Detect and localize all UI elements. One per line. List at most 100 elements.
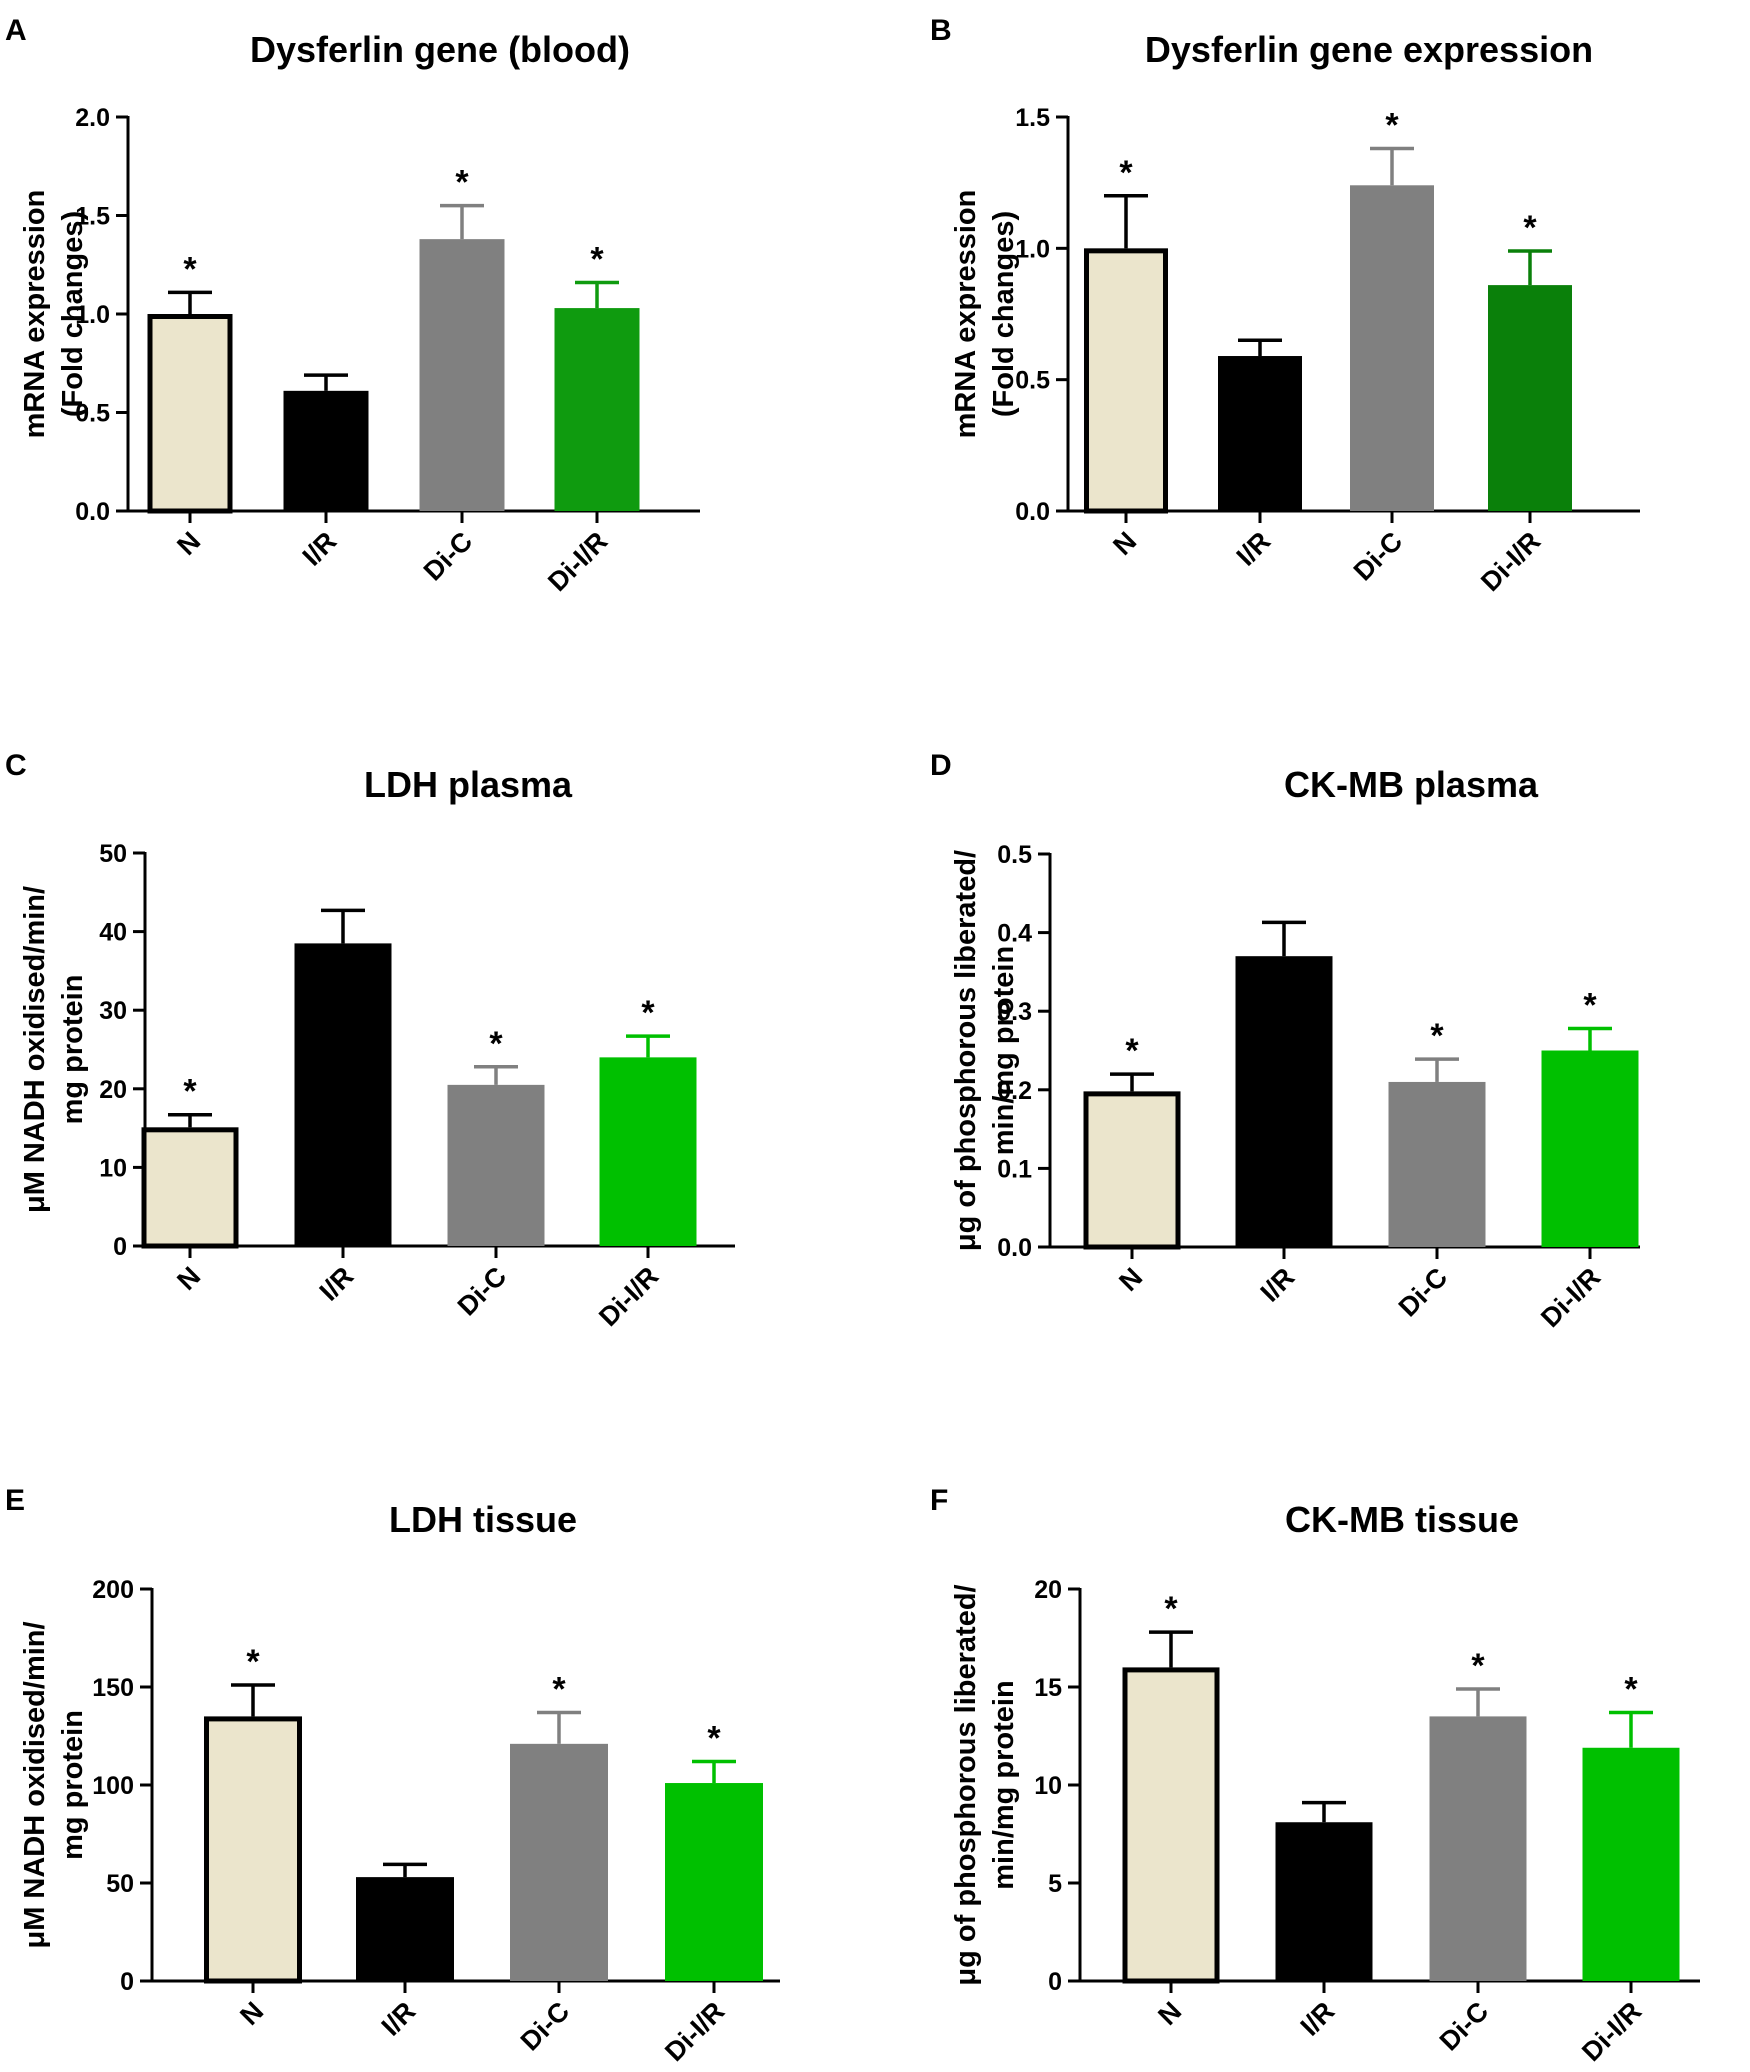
category-label: N xyxy=(171,1261,206,1296)
y-tick-label: 0 xyxy=(120,1968,134,1996)
significance-mark: * xyxy=(590,240,604,278)
panel-letter: B xyxy=(930,14,952,47)
y-tick-label: 0.5 xyxy=(997,841,1032,869)
bar-di-i-r xyxy=(1582,1747,1680,1981)
bar-di-c xyxy=(1429,1716,1527,1981)
category-label: I/R xyxy=(376,1996,422,2042)
significance-mark: * xyxy=(1119,154,1133,192)
y-tick-label: 2.0 xyxy=(75,104,110,132)
significance-mark: * xyxy=(1583,986,1597,1024)
y-tick-label: 10 xyxy=(1034,1772,1062,1800)
category-label: Di-C xyxy=(1393,1262,1453,1322)
chart-panel-a: A Dysferlin gene (blood) mRNA expression (F… xyxy=(5,14,700,597)
category-label: Di-I/R xyxy=(1576,1996,1647,2067)
y-axis-label: μM NADH oxidised/min/ xyxy=(19,886,51,1213)
y-tick-label: 150 xyxy=(92,1674,134,1702)
bar-n xyxy=(204,1716,302,1984)
y-tick-label: 1.5 xyxy=(75,203,110,231)
bar-n xyxy=(1122,1667,1220,1984)
y-tick-label: 50 xyxy=(106,1870,134,1898)
category-label: Di-I/R xyxy=(593,1261,664,1332)
y-axis-label: mRNA expression xyxy=(950,190,982,439)
y-axis-label: μM NADH oxidised/min/ xyxy=(19,1621,51,1948)
category-label: I/R xyxy=(297,526,343,572)
bar-di-c xyxy=(1350,185,1434,511)
y-axis-label: μg of phosphorous liberated/ xyxy=(950,1584,982,1985)
chart-title: Dysferlin gene (blood) xyxy=(250,29,630,70)
y-tick-label: 15 xyxy=(1034,1674,1062,1702)
y-tick-label: 10 xyxy=(99,1154,127,1182)
y-axis-label: mRNA expression xyxy=(19,190,51,439)
category-label: N xyxy=(1113,1262,1148,1297)
bar-di-c xyxy=(510,1743,608,1981)
category-label: N xyxy=(171,526,206,561)
y-tick-label: 1.0 xyxy=(75,301,110,329)
y-tick-label: 50 xyxy=(99,840,127,868)
category-label: N xyxy=(1107,526,1142,561)
significance-mark: * xyxy=(1471,1647,1485,1685)
y-tick-label: 1.5 xyxy=(1015,104,1050,132)
y-tick-label: 0 xyxy=(1048,1968,1062,1996)
chart-title: Dysferlin gene expression xyxy=(1145,29,1593,70)
bar-di-i-r xyxy=(554,308,640,511)
y-axis-label: min/mg protein xyxy=(988,1680,1020,1889)
y-tick-label: 0.2 xyxy=(997,1077,1032,1105)
significance-mark: * xyxy=(1125,1032,1139,1070)
chart-title: LDH plasma xyxy=(364,764,573,805)
bar-i-r xyxy=(294,943,392,1246)
bar-di-i-r xyxy=(665,1783,763,1981)
category-label: I/R xyxy=(1231,526,1277,572)
y-tick-label: 0.0 xyxy=(75,498,110,526)
y-tick-label: 20 xyxy=(99,1076,127,1104)
category-label: Di-C xyxy=(1434,1996,1494,2056)
y-tick-label: 0.4 xyxy=(997,920,1032,948)
bar-i-r xyxy=(1235,956,1333,1247)
y-axis-label: mg protein xyxy=(57,975,89,1125)
chart-title: LDH tissue xyxy=(389,1499,577,1540)
significance-mark: * xyxy=(552,1670,566,1708)
y-tick-label: 30 xyxy=(99,997,127,1025)
bar-n xyxy=(141,1127,239,1249)
bar-di-i-r xyxy=(599,1057,697,1246)
y-tick-label: 20 xyxy=(1034,1576,1062,1604)
panel-letter: A xyxy=(5,14,27,47)
bar-n xyxy=(1083,1091,1181,1250)
significance-mark: * xyxy=(1385,107,1399,145)
bar-di-c xyxy=(447,1084,545,1246)
category-label: I/R xyxy=(314,1261,360,1307)
bar-di-c xyxy=(419,239,505,511)
significance-mark: * xyxy=(183,1073,197,1111)
significance-mark: * xyxy=(641,994,655,1032)
chart-panel-c: C LDH plasma μM NADH oxidised/min/mg prote… xyxy=(5,749,735,1332)
category-label: N xyxy=(234,1996,269,2031)
y-tick-label: 0.0 xyxy=(1015,498,1050,526)
significance-mark: * xyxy=(455,164,469,202)
bar-i-r xyxy=(1275,1822,1373,1981)
category-label: N xyxy=(1152,1996,1187,2031)
y-tick-label: 0.1 xyxy=(997,1155,1032,1183)
chart-title: CK-MB plasma xyxy=(1284,764,1539,805)
y-axis-label: min/mg protein xyxy=(988,946,1020,1155)
significance-mark: * xyxy=(707,1719,721,1757)
category-label: Di-C xyxy=(515,1996,575,2056)
panel-letter: E xyxy=(5,1484,25,1517)
panel-letter: F xyxy=(930,1484,948,1517)
y-tick-label: 0.5 xyxy=(1015,367,1050,395)
significance-mark: * xyxy=(183,250,197,288)
bar-i-r xyxy=(283,390,369,511)
bar-i-r xyxy=(1218,356,1302,511)
significance-mark: * xyxy=(1430,1017,1444,1055)
y-tick-label: 40 xyxy=(99,919,127,947)
category-label: I/R xyxy=(1295,1996,1341,2042)
significance-mark: * xyxy=(1523,209,1537,247)
y-tick-label: 0.0 xyxy=(997,1234,1032,1262)
chart-panel-d: D CK-MB plasma μg of phosphorous liberated… xyxy=(930,749,1640,1333)
y-tick-label: 0.5 xyxy=(75,400,110,428)
y-tick-label: 0.3 xyxy=(997,998,1032,1026)
panel-letter: C xyxy=(5,749,27,782)
category-label: I/R xyxy=(1255,1262,1301,1308)
significance-mark: * xyxy=(1624,1670,1638,1708)
category-label: Di-C xyxy=(1348,526,1408,586)
category-label: Di-I/R xyxy=(1475,526,1546,597)
